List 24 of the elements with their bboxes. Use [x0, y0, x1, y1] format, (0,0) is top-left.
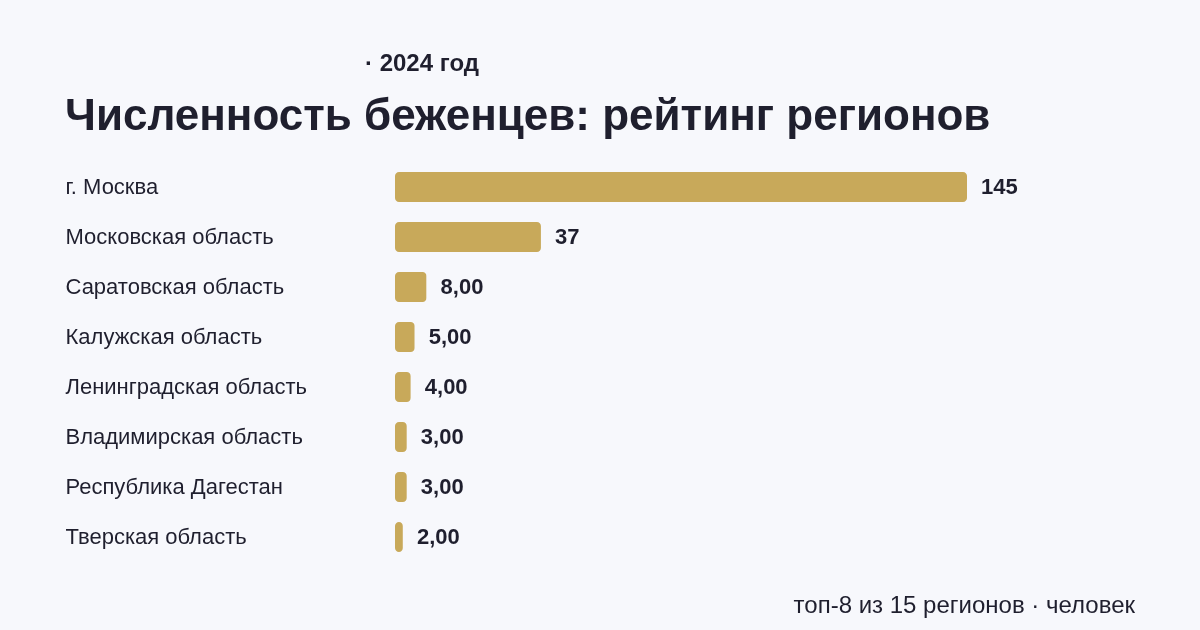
bar: [395, 372, 411, 402]
data-label: 4,00: [424, 374, 468, 399]
chart-title: Численность беженцев: рейтинг регионов: [65, 90, 991, 139]
bar: [395, 172, 967, 202]
bar: [395, 222, 541, 252]
y-tick-label: Калужская область: [65, 324, 263, 349]
text: топ-8 из 15 регионов · человек: [793, 591, 1136, 618]
data-label: 3,00: [420, 474, 464, 499]
bar: [395, 272, 427, 302]
y-tick-label: г. Москва: [65, 174, 159, 199]
data-label: 145: [981, 174, 1018, 199]
data-label: 5,00: [428, 324, 472, 349]
y-tick-label: Саратовская область: [65, 274, 285, 299]
y-tick-label: Московская область: [65, 224, 274, 249]
data-label: 3,00: [420, 424, 464, 449]
data-label: 2,00: [416, 524, 460, 549]
data-label: 8,00: [440, 274, 484, 299]
data-label: 37: [554, 224, 580, 249]
y-tick-label: Тверская область: [65, 524, 247, 549]
bar: [395, 322, 415, 352]
y-tick-label: Ленинградская область: [65, 374, 307, 399]
y-tick-label: Республика Дагестан: [65, 474, 283, 499]
chart-subtitle: · 2024 год: [365, 49, 479, 76]
y-tick-label: Владимирская область: [65, 424, 303, 449]
